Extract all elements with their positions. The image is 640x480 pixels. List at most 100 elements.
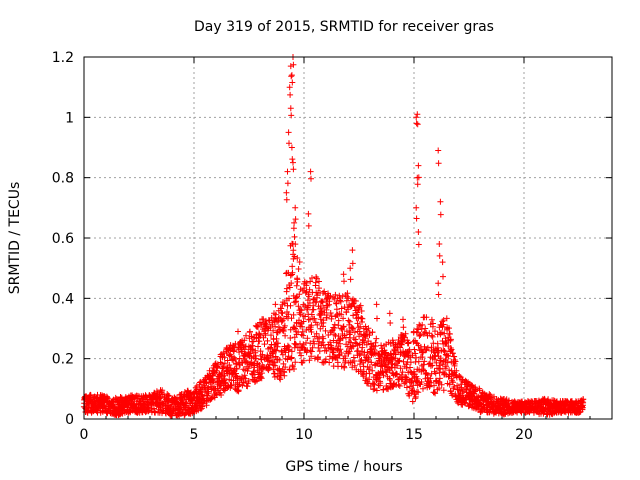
y-axis-label: SRMTID / TECUs xyxy=(7,182,23,295)
x-axis-label: GPS time / hours xyxy=(285,459,402,475)
data-point xyxy=(411,346,418,353)
data-point xyxy=(431,382,437,389)
data-point xyxy=(387,320,394,326)
data-point xyxy=(415,389,422,396)
data-point xyxy=(320,319,327,326)
data-point xyxy=(288,280,295,287)
data-point xyxy=(235,387,242,394)
data-point xyxy=(402,330,409,337)
data-point xyxy=(374,315,380,322)
data-point xyxy=(346,318,353,325)
data-point xyxy=(362,357,369,364)
data-point xyxy=(398,372,405,378)
data-point xyxy=(313,330,320,337)
data-point xyxy=(472,386,479,393)
data-point xyxy=(258,370,265,377)
data-point xyxy=(222,379,229,386)
data-point xyxy=(458,384,465,391)
data-point xyxy=(290,225,297,232)
data-point xyxy=(284,168,291,175)
data-point xyxy=(310,306,317,313)
data-point xyxy=(290,159,296,166)
data-point xyxy=(253,355,259,362)
data-point xyxy=(414,174,421,181)
data-point xyxy=(244,368,251,374)
data-point xyxy=(104,394,111,401)
data-point xyxy=(505,397,512,404)
data-point xyxy=(441,348,448,354)
data-point xyxy=(239,382,246,389)
data-point xyxy=(289,156,296,163)
data-point xyxy=(287,63,294,70)
data-point xyxy=(320,359,327,366)
data-point xyxy=(349,325,356,332)
data-point xyxy=(323,312,330,318)
data-point xyxy=(377,380,384,387)
data-point xyxy=(304,335,311,342)
data-point xyxy=(275,340,281,347)
data-point xyxy=(322,356,329,363)
data-point xyxy=(257,332,264,339)
data-point xyxy=(226,362,233,368)
data-point xyxy=(365,358,371,365)
data-point xyxy=(193,383,200,390)
data-point xyxy=(439,259,446,266)
data-point xyxy=(307,316,313,323)
data-point xyxy=(424,344,431,351)
data-point xyxy=(308,322,315,329)
data-points xyxy=(80,54,587,419)
data-point xyxy=(383,349,389,356)
data-point xyxy=(447,336,454,343)
data-point xyxy=(287,335,294,341)
data-point xyxy=(414,121,421,128)
data-point xyxy=(288,355,295,362)
data-point xyxy=(435,291,442,298)
data-point xyxy=(335,317,342,324)
data-point xyxy=(282,332,289,339)
data-point xyxy=(338,311,345,318)
data-point xyxy=(244,383,251,390)
data-point xyxy=(174,394,180,401)
data-point xyxy=(307,168,314,175)
data-point xyxy=(270,327,277,334)
data-point xyxy=(280,360,287,367)
y-tick-label: 0.8 xyxy=(52,171,74,187)
data-point xyxy=(397,365,404,372)
data-point xyxy=(292,359,299,366)
data-point xyxy=(298,352,305,359)
y-tick-label: 0.4 xyxy=(52,291,74,307)
data-point xyxy=(351,358,358,364)
data-point xyxy=(349,247,356,254)
data-point xyxy=(224,357,231,364)
data-point xyxy=(486,391,493,398)
data-point xyxy=(279,310,286,317)
data-point xyxy=(449,392,456,399)
data-point xyxy=(341,364,348,371)
data-point xyxy=(400,316,406,323)
data-point xyxy=(319,298,325,304)
data-point xyxy=(366,376,373,383)
data-point xyxy=(308,353,315,360)
data-point xyxy=(273,347,280,354)
data-point xyxy=(204,385,211,392)
plot-frame xyxy=(83,56,613,420)
data-point xyxy=(373,387,380,394)
data-point xyxy=(429,333,436,340)
data-point xyxy=(333,306,340,313)
data-point xyxy=(306,286,313,293)
data-point xyxy=(444,359,451,366)
data-point xyxy=(288,144,295,151)
data-point xyxy=(398,341,405,348)
data-point xyxy=(300,332,307,339)
y-tick-label: 0.6 xyxy=(52,231,74,247)
data-point xyxy=(228,353,235,360)
data-point xyxy=(282,349,289,356)
data-point xyxy=(243,332,249,339)
data-point xyxy=(405,350,412,356)
data-point xyxy=(278,318,285,325)
data-point xyxy=(286,140,292,147)
data-point xyxy=(322,291,329,298)
data-point xyxy=(427,375,434,382)
data-point xyxy=(285,311,292,318)
data-point xyxy=(418,379,425,385)
